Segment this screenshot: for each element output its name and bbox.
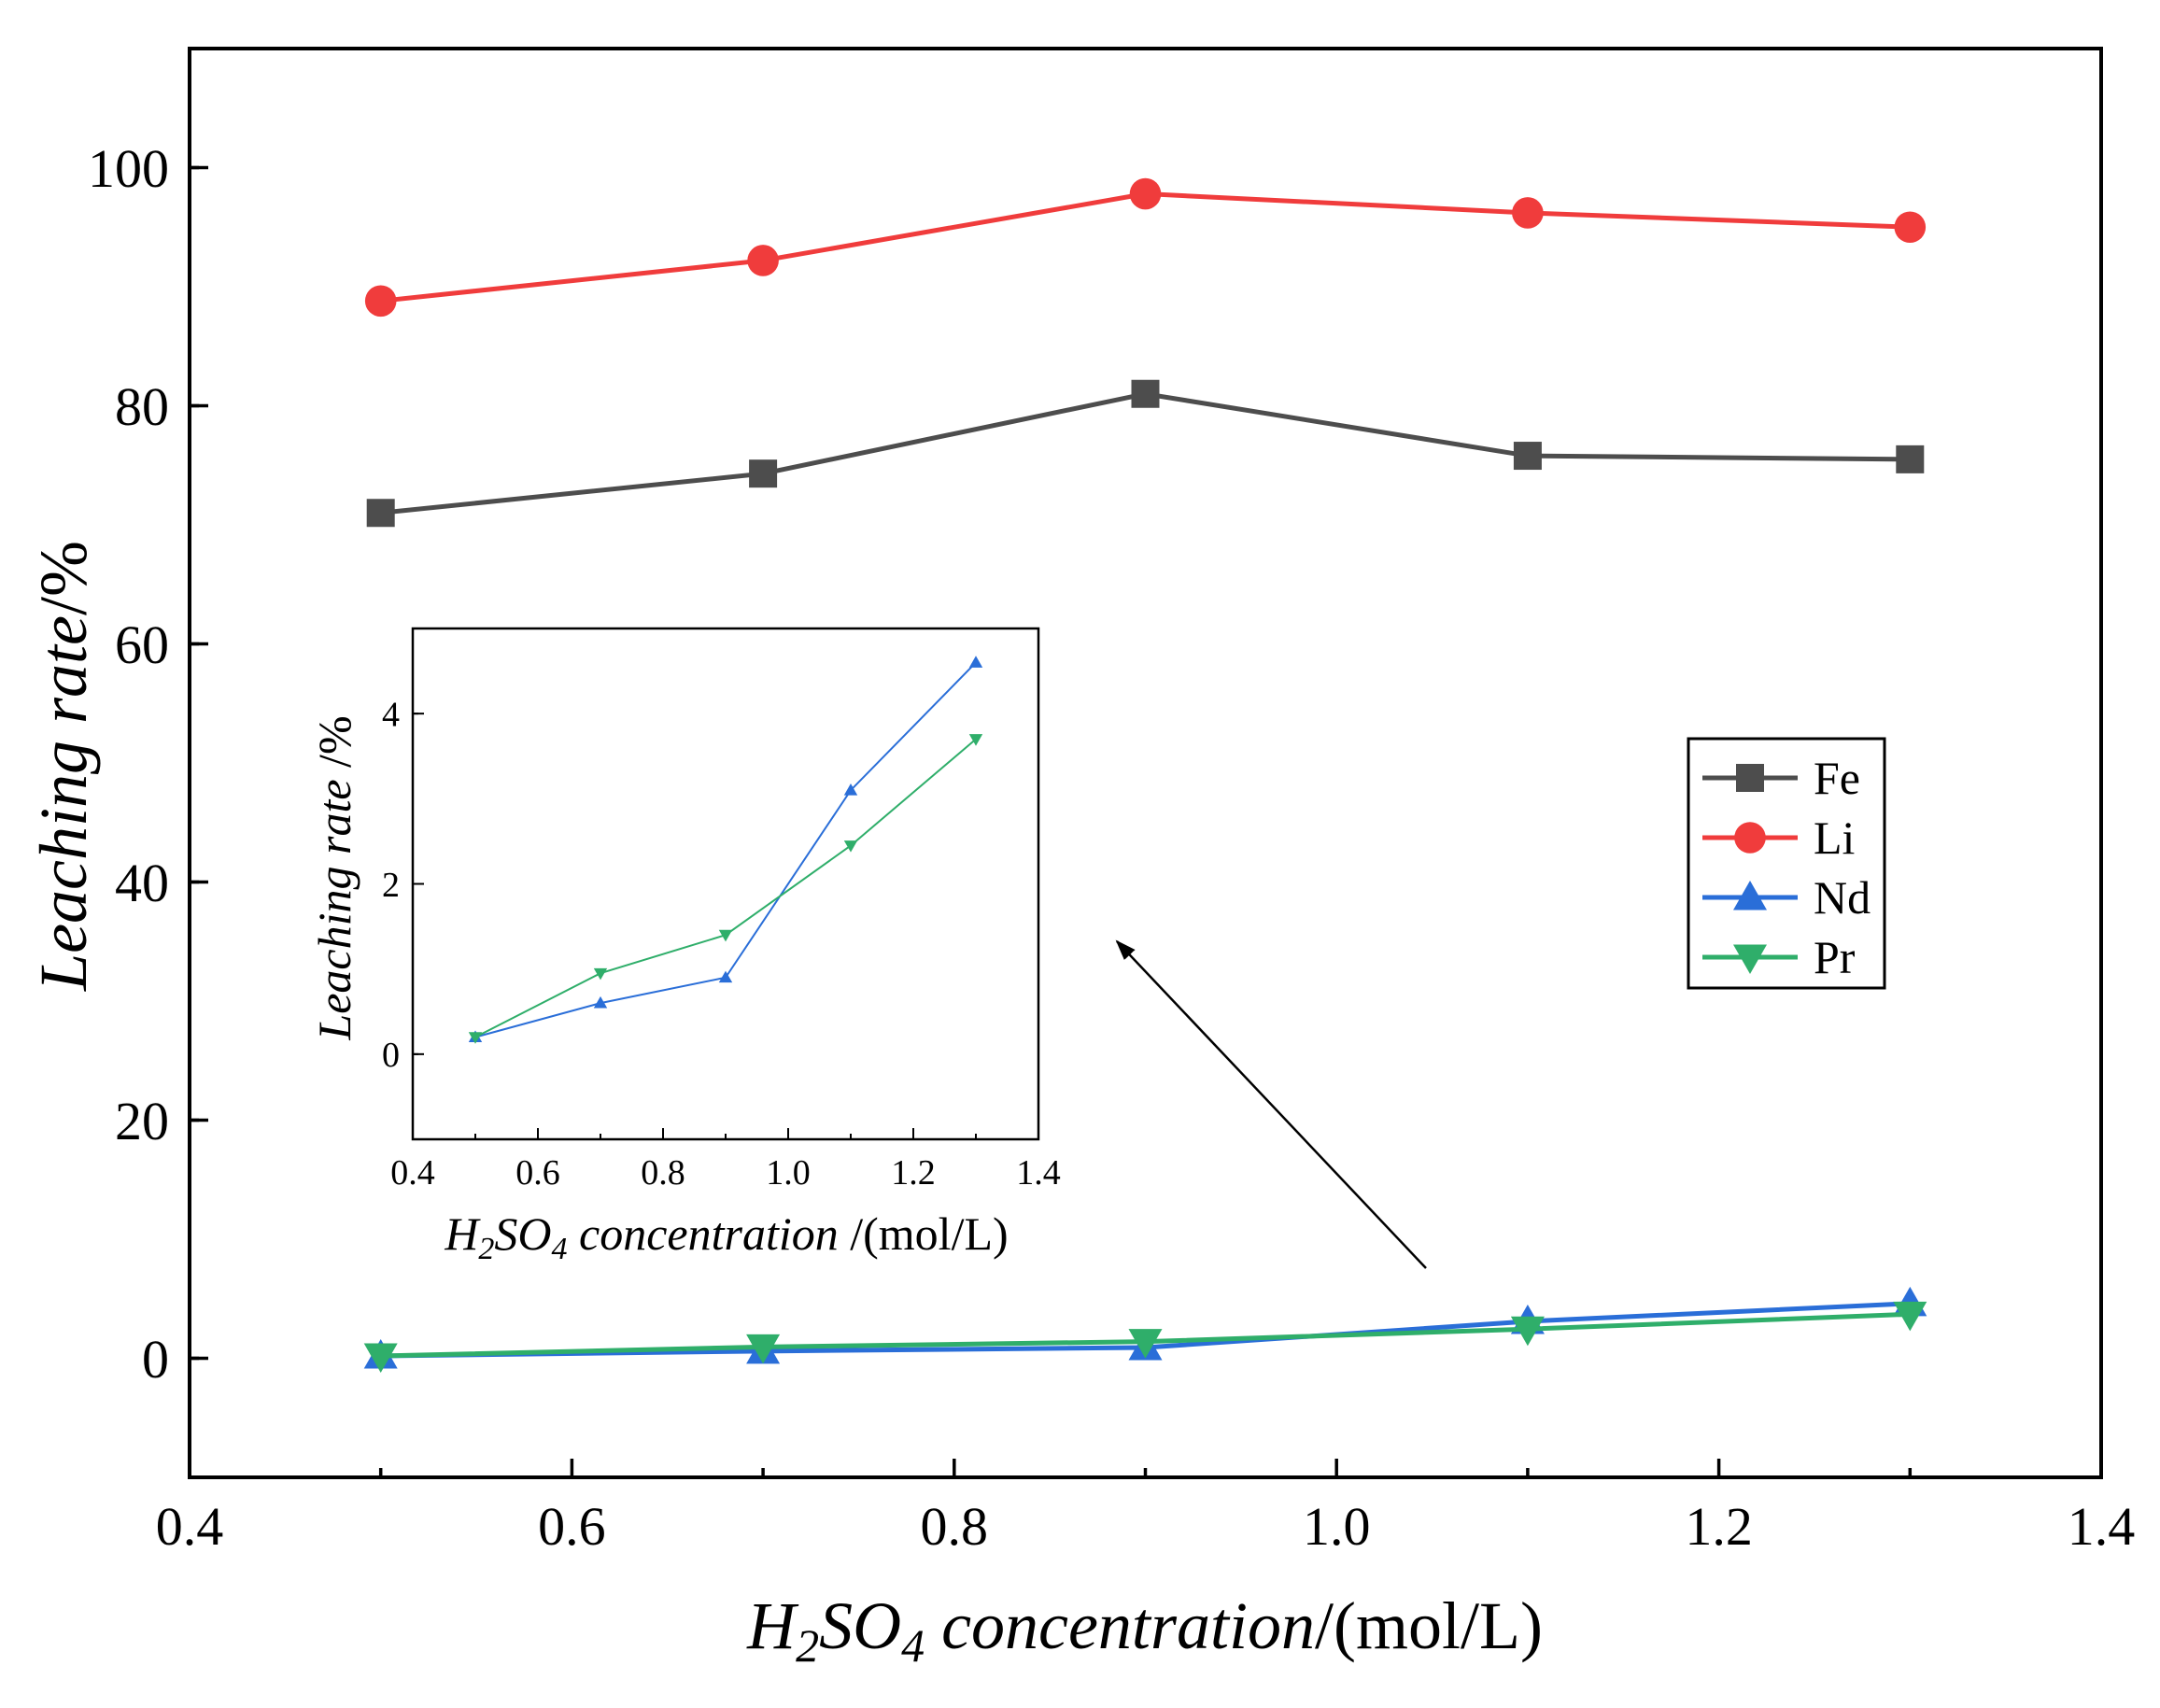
main-data-point-pr	[1510, 1316, 1545, 1347]
main-data-point-li	[364, 285, 397, 318]
main-x-axis: 0.4 0.6 0.8 1.0 1.2 1.4	[156, 1459, 2136, 1557]
main-x-tick-label: 0.6	[538, 1496, 606, 1557]
inset-data-point-nd	[718, 970, 733, 983]
legend-label-li: Li	[1814, 812, 1855, 864]
main-series-group	[363, 177, 1927, 1373]
main-y-tick-label: 0	[142, 1329, 169, 1390]
inset-data-point-pr	[718, 929, 733, 942]
main-y-axis-label: Leaching rate/%	[26, 541, 101, 992]
main-data-point-pr	[746, 1334, 781, 1364]
main-y-tick-label: 40	[115, 853, 169, 913]
inset-y-tick-label: 0	[382, 1036, 400, 1075]
main-x-tick-label: 0.4	[156, 1496, 224, 1557]
main-y-tick-label: 80	[115, 376, 169, 437]
inset-series-line-pr	[474, 738, 977, 1038]
legend-marker-li	[1734, 822, 1766, 854]
main-series-line-li	[380, 191, 1911, 303]
main-x-tick-label: 1.0	[1303, 1496, 1371, 1557]
legend-marker-fe	[1736, 764, 1764, 792]
legend: Fe Li Nd Pr	[1687, 737, 1886, 990]
legend-label-pr: Pr	[1814, 931, 1856, 983]
inset-x-tick-label: 0.4	[390, 1153, 435, 1193]
main-x-tick-label: 1.4	[2068, 1496, 2136, 1557]
main-x-axis-label: H2SO4 concentration/(mol/L)	[746, 1588, 1543, 1672]
inset-data-point-nd	[593, 995, 608, 1009]
legend-label-nd: Nd	[1814, 871, 1871, 924]
inset-data-point-pr	[843, 840, 858, 853]
inset-x-axis: 0.4 0.6 0.8 1.0 1.2 1.4	[390, 1128, 1061, 1193]
inset-data-point-pr	[593, 967, 608, 981]
main-data-point-fe	[1131, 379, 1160, 408]
main-data-point-fe	[366, 499, 395, 528]
inset-x-axis-label: H2SO4 concentration /(mol/L)	[444, 1207, 1008, 1266]
inset-data-point-nd	[968, 656, 983, 668]
main-series-line-fe	[380, 391, 1911, 515]
inset-y-axis: 0 2 4	[382, 695, 424, 1075]
inset-series-group	[468, 656, 983, 1044]
inset-data-point-nd	[843, 783, 858, 796]
legend-label-fe: Fe	[1814, 752, 1860, 804]
inset-data-point-pr	[968, 734, 983, 746]
main-data-point-pr	[1893, 1301, 1927, 1332]
inset-x-tick-label: 1.2	[891, 1153, 936, 1193]
inset-y-tick-label: 2	[382, 866, 400, 905]
legend-marker-nd	[1733, 881, 1767, 910]
main-y-axis: 0 20 40 60 80 100	[88, 138, 208, 1390]
inset-x-tick-label: 0.8	[641, 1153, 685, 1193]
main-x-tick-label: 0.8	[921, 1496, 989, 1557]
inset-plot-frame	[411, 627, 1040, 1141]
main-data-point-fe	[749, 459, 778, 488]
annotation-arrow	[1115, 939, 1427, 1269]
inset-x-tick-label: 1.4	[1016, 1153, 1061, 1193]
inset-x-tick-label: 0.6	[515, 1153, 560, 1193]
main-y-tick-label: 60	[115, 614, 169, 675]
inset-x-tick-label: 1.0	[766, 1153, 811, 1193]
main-data-point-li	[1894, 211, 1927, 244]
main-data-point-li	[1512, 197, 1544, 229]
main-data-point-li	[747, 245, 779, 276]
main-x-tick-label: 1.2	[1685, 1496, 1753, 1557]
legend-marker-pr	[1733, 944, 1767, 974]
main-y-tick-label: 20	[115, 1091, 169, 1151]
main-data-point-pr	[363, 1343, 398, 1373]
inset-y-tick-label: 4	[382, 695, 400, 734]
main-y-tick-label: 100	[88, 138, 169, 199]
inset-y-axis-label: Leaching rate /%	[308, 715, 360, 1040]
main-data-point-fe	[1896, 445, 1925, 473]
inset-data-point-pr	[468, 1032, 483, 1044]
main-data-point-pr	[1128, 1329, 1163, 1359]
main-data-point-li	[1129, 177, 1162, 210]
main-data-point-fe	[1513, 442, 1542, 471]
